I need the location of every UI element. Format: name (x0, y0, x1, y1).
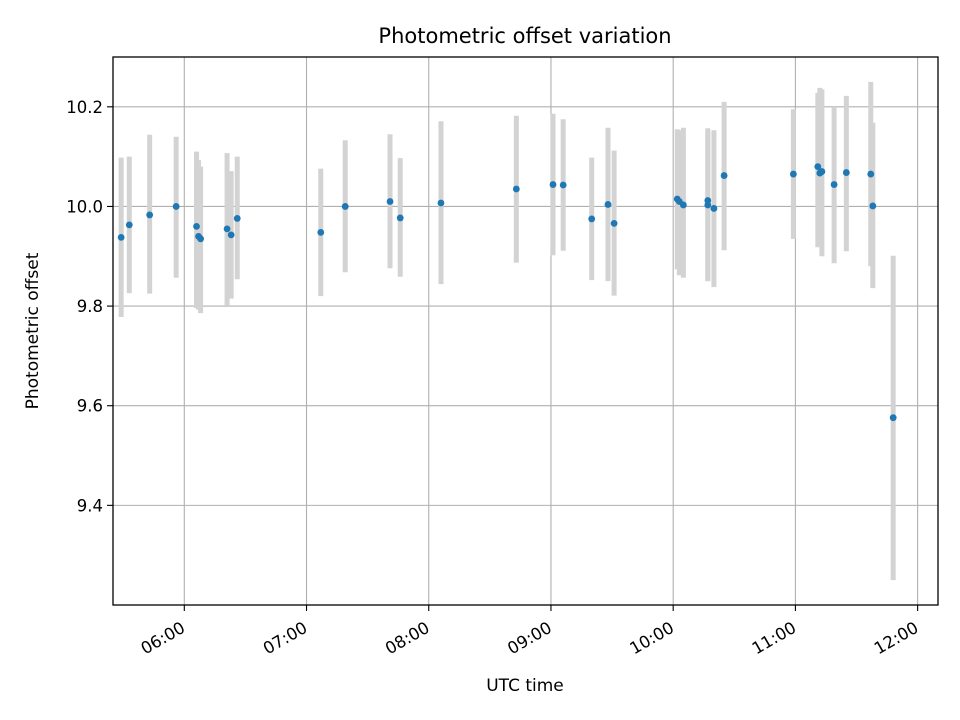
data-point (842, 169, 850, 176)
y-tick-label: 9.8 (77, 297, 103, 316)
data-point (818, 168, 826, 175)
data-point (125, 221, 133, 229)
x-axis-label: UTC time (486, 676, 564, 696)
data-point (559, 181, 567, 189)
data-point (396, 214, 404, 222)
y-axis-ticks: 9.4 9.6 9.8 10.0 10.2 (66, 98, 113, 515)
data-point (437, 199, 445, 207)
y-axis-label: Photometric offset (23, 252, 43, 409)
data-point (610, 219, 618, 227)
data-point (710, 205, 718, 212)
data-point (117, 233, 125, 241)
data-point (223, 225, 231, 233)
data-point (889, 414, 897, 422)
data-point (197, 235, 204, 243)
data-point (317, 228, 325, 236)
data-point (549, 181, 557, 188)
data-point (869, 202, 877, 210)
data-point (867, 170, 875, 178)
data-point (233, 215, 241, 222)
data-point (814, 163, 822, 171)
data-point (193, 222, 200, 230)
data-point (386, 198, 394, 205)
data-point (720, 172, 728, 179)
data-point (146, 211, 154, 219)
data-point (679, 201, 687, 209)
data-point (789, 170, 797, 178)
data-point (588, 215, 596, 223)
grid (113, 57, 938, 605)
chart-title: Photometric offset variation (378, 24, 671, 48)
data-point (227, 231, 235, 239)
y-tick-label: 10.2 (66, 98, 103, 117)
data-point (704, 201, 712, 209)
y-tick-label: 9.6 (77, 397, 103, 416)
data-point (341, 203, 349, 210)
plot-frame (112, 56, 939, 606)
data-point (172, 203, 180, 210)
data-point (604, 201, 612, 208)
data-point (512, 185, 520, 193)
y-tick-label: 10.0 (66, 197, 103, 216)
y-tick-label: 9.4 (77, 496, 103, 515)
data-point (830, 181, 838, 188)
data-points (117, 163, 897, 422)
